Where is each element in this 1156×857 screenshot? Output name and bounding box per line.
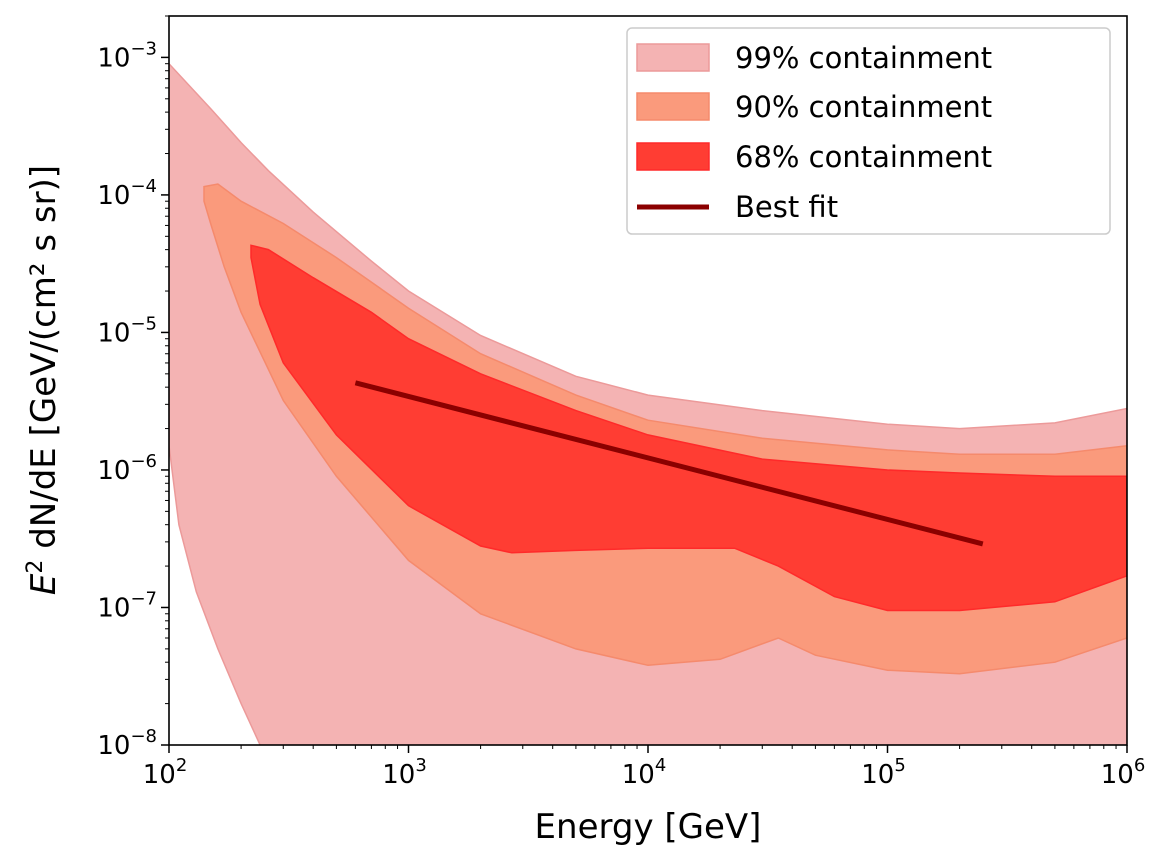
y-axis-label: E2 dN/dE [GeV/(cm² s sr)] bbox=[23, 165, 64, 595]
y-tick-label: 10−6 bbox=[97, 451, 157, 486]
y-axis-label-sup: 2 bbox=[23, 560, 48, 574]
legend-label-90: 90% containment bbox=[735, 90, 992, 124]
containment-bands bbox=[169, 62, 1127, 745]
x-axis-ticks: 102 103 104 105 106 bbox=[143, 745, 1146, 790]
legend-swatch-99 bbox=[636, 43, 710, 72]
x-tick-label: 104 bbox=[622, 755, 667, 790]
legend: 99% containment 90% containment 68% cont… bbox=[626, 27, 1111, 235]
band-68-containment bbox=[250, 244, 1127, 612]
x-tick-label: 106 bbox=[1101, 755, 1146, 790]
best-fit-layer bbox=[354, 380, 984, 547]
legend-swatch-90 bbox=[636, 92, 710, 121]
y-axis-label-var: E bbox=[24, 573, 64, 595]
x-tick-label: 105 bbox=[861, 755, 906, 790]
y-tick-label: 10−4 bbox=[97, 176, 157, 211]
legend-label-99: 99% containment bbox=[735, 41, 992, 75]
y-tick-label: 10−5 bbox=[97, 313, 157, 348]
best-fit-line bbox=[354, 380, 984, 547]
y-tick-label: 10−8 bbox=[97, 726, 157, 761]
legend-swatch-68 bbox=[636, 142, 710, 171]
x-tick-label: 102 bbox=[143, 755, 188, 790]
y-tick-label: 10−7 bbox=[97, 588, 157, 623]
legend-box bbox=[626, 27, 1111, 235]
x-axis-label: Energy [GeV] bbox=[535, 807, 762, 847]
y-axis-label-rest: dN/dE [GeV/(cm² s sr)] bbox=[24, 165, 64, 560]
y-axis-ticks: 10−8 10−7 10−6 10−5 10−4 10−3 bbox=[97, 15, 169, 761]
legend-label-best-fit: Best fit bbox=[735, 190, 838, 224]
y-tick-label: 10−3 bbox=[97, 38, 157, 73]
x-tick-label: 103 bbox=[382, 755, 427, 790]
legend-label-68: 68% containment bbox=[735, 140, 992, 174]
